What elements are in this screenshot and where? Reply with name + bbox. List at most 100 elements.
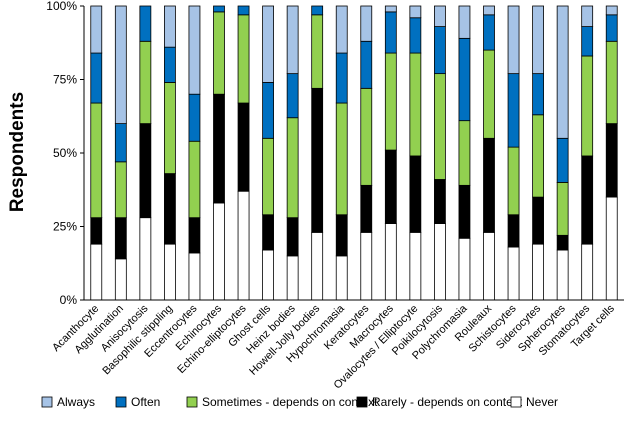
bar-segment-echino-elliptocytes-rarely-depends-on-context xyxy=(237,102,250,192)
bars xyxy=(90,5,618,301)
bar-segment-agglutination-often xyxy=(114,123,127,163)
bar-segment-siderocytes-always xyxy=(532,5,544,75)
bar-segment-stomatocytes-rarely-depends-on-context xyxy=(581,155,594,245)
bar-segment-polychromasia-often xyxy=(458,37,471,122)
bar-segment-polychromasia-rarely-depends-on-context xyxy=(458,184,471,239)
bar-segment-ghost-cells-always xyxy=(262,5,274,83)
bar-segment-hypochromasia-always xyxy=(335,5,348,54)
y-tick-label: 75% xyxy=(53,73,77,87)
bar-segment-eccentrocytes-rarely-depends-on-context xyxy=(188,217,201,254)
bar-segment-eccentrocytes-never xyxy=(188,252,201,301)
legend-label-rarely-depends-on-context: Rarely - depends on context xyxy=(372,395,523,409)
legend-swatch-never xyxy=(510,396,522,408)
bar-segment-target-cells-sometimes-depends-on-context xyxy=(605,40,618,124)
bar-segment-rouleaux-rarely-depends-on-context xyxy=(483,137,495,233)
bar-segment-hypochromasia-often xyxy=(335,52,348,104)
bar-segment-basophilic-stippling-always xyxy=(164,5,176,48)
legend-label-always: Always xyxy=(57,395,95,409)
y-tick-label: 100% xyxy=(46,0,77,13)
bar-segment-acanthocyte-often xyxy=(90,52,103,104)
legend-label-sometimes-depends-on-context: Sometimes - depends on context xyxy=(202,395,378,409)
bar-segment-poikilocytosis-rarely-depends-on-context xyxy=(434,179,446,224)
y-tick-label: 0% xyxy=(60,293,78,307)
bar-segment-acanthocyte-never xyxy=(90,243,103,301)
bar-segment-siderocytes-never xyxy=(532,243,544,301)
bar-segment-basophilic-stippling-rarely-depends-on-context xyxy=(164,173,176,245)
bar-segment-echinocytes-rarely-depends-on-context xyxy=(213,93,225,204)
bar-segment-echino-elliptocytes-sometimes-depends-on-context xyxy=(237,14,250,104)
legend-label-often: Often xyxy=(131,395,160,409)
bar-segment-basophilic-stippling-never xyxy=(164,243,176,301)
bar-segment-target-cells-always xyxy=(605,5,618,16)
bar-segment-anisocytosis-never xyxy=(139,217,152,301)
bar-segment-spherocytes-never xyxy=(556,249,569,301)
y-tick-label: 50% xyxy=(53,146,77,160)
bar-segment-keratocytes-never xyxy=(360,231,373,301)
bar-segment-agglutination-sometimes-depends-on-context xyxy=(114,161,127,219)
y-axis-label: Respondents xyxy=(7,92,28,212)
bar-segment-acanthocyte-sometimes-depends-on-context xyxy=(90,102,103,219)
bar-segment-howell-jolly-bodies-sometimes-depends-on-context xyxy=(311,14,324,89)
bar-segment-poikilocytosis-never xyxy=(434,223,446,301)
bar-segment-target-cells-rarely-depends-on-context xyxy=(605,123,618,198)
y-tick-label: 25% xyxy=(53,220,77,234)
legend-swatch-sometimes-depends-on-context xyxy=(186,396,198,408)
bar-segment-poikilocytosis-sometimes-depends-on-context xyxy=(434,73,446,180)
bar-segment-hypochromasia-rarely-depends-on-context xyxy=(335,214,348,257)
bar-segment-eccentrocytes-sometimes-depends-on-context xyxy=(188,140,201,219)
bar-segment-ovalocytes-elliptocyte-often xyxy=(409,17,422,54)
bar-segment-stomatocytes-always xyxy=(581,5,594,27)
bar-segment-polychromasia-never xyxy=(458,237,471,301)
bar-segment-poikilocytosis-often xyxy=(434,26,446,75)
bar-segment-ovalocytes-elliptocyte-sometimes-depends-on-context xyxy=(409,52,422,157)
bar-segment-ghost-cells-never xyxy=(262,249,274,301)
bar-segment-schistocytes-sometimes-depends-on-context xyxy=(507,146,520,216)
bar-segment-hypochromasia-sometimes-depends-on-context xyxy=(335,102,348,216)
bar-segment-spherocytes-always xyxy=(556,5,569,139)
bar-segment-anisocytosis-rarely-depends-on-context xyxy=(139,123,152,219)
bar-segment-macrocytes-always xyxy=(384,5,397,13)
bar-segment-siderocytes-rarely-depends-on-context xyxy=(532,196,544,245)
bar-segment-keratocytes-always xyxy=(360,5,373,42)
bar-segment-hypochromasia-never xyxy=(335,255,348,301)
bar-segment-rouleaux-often xyxy=(483,14,495,51)
bar-segment-schistocytes-rarely-depends-on-context xyxy=(507,214,520,248)
legend-label-never: Never xyxy=(526,395,558,409)
bar-segment-heinz-bodies-often xyxy=(286,73,299,119)
bar-segment-agglutination-never xyxy=(114,258,127,301)
bar-segment-keratocytes-often xyxy=(360,40,373,89)
legend-swatch-often xyxy=(115,396,127,408)
bar-segment-macrocytes-rarely-depends-on-context xyxy=(384,149,397,224)
bar-segment-echinocytes-often xyxy=(213,5,225,13)
bar-segment-ovalocytes-elliptocyte-always xyxy=(409,5,422,19)
bar-segment-ovalocytes-elliptocyte-never xyxy=(409,231,422,301)
y-axis-ticks: 0% 25% 50% 75% 100% xyxy=(46,0,84,307)
bar-segment-macrocytes-often xyxy=(384,11,397,54)
bar-segment-keratocytes-rarely-depends-on-context xyxy=(360,184,373,233)
legend: Always Often Sometimes - depends on contex… xyxy=(41,395,558,409)
bar-segment-heinz-bodies-rarely-depends-on-context xyxy=(286,217,299,257)
bar-segment-stomatocytes-sometimes-depends-on-context xyxy=(581,55,594,157)
bar-segment-keratocytes-sometimes-depends-on-context xyxy=(360,87,373,186)
bar-segment-spherocytes-sometimes-depends-on-context xyxy=(556,181,569,236)
bar-segment-rouleaux-never xyxy=(483,231,495,301)
legend-swatch-always xyxy=(41,396,53,408)
bar-segment-acanthocyte-always xyxy=(90,5,103,54)
bar-segment-ghost-cells-often xyxy=(262,82,274,139)
bar-segment-ghost-cells-rarely-depends-on-context xyxy=(262,214,274,251)
bar-segment-macrocytes-sometimes-depends-on-context xyxy=(384,52,397,151)
bar-segment-howell-jolly-bodies-often xyxy=(311,5,324,16)
bar-segment-anisocytosis-sometimes-depends-on-context xyxy=(139,40,152,124)
bar-segment-anisocytosis-often xyxy=(139,5,152,42)
x-axis-tick-labels: AcanthocyteAgglutinationAnisocytosisBaso… xyxy=(50,302,617,392)
bar-segment-spherocytes-rarely-depends-on-context xyxy=(556,234,569,251)
bar-segment-echino-elliptocytes-never xyxy=(237,190,250,301)
bar-segment-basophilic-stippling-often xyxy=(164,46,176,83)
bar-segment-stomatocytes-never xyxy=(581,243,594,301)
bar-segment-echinocytes-never xyxy=(213,202,225,301)
bar-segment-eccentrocytes-often xyxy=(188,93,201,142)
bar-segment-acanthocyte-rarely-depends-on-context xyxy=(90,217,103,245)
bar-segment-schistocytes-often xyxy=(507,73,520,148)
bar-segment-heinz-bodies-sometimes-depends-on-context xyxy=(286,117,299,219)
